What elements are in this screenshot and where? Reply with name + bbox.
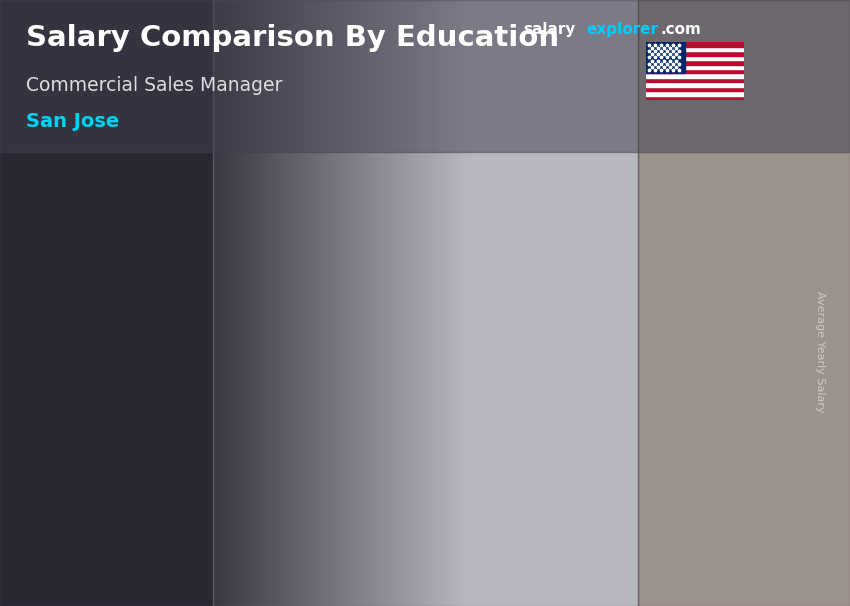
Bar <box>646 96 744 100</box>
Text: +21%: +21% <box>573 148 644 168</box>
Bar <box>0 0 212 606</box>
Bar <box>646 52 744 56</box>
Bar <box>0 0 850 152</box>
Bar <box>646 87 744 91</box>
Bar <box>638 0 850 606</box>
Text: Commercial Sales Manager: Commercial Sales Manager <box>26 76 282 95</box>
Bar <box>280 325 361 332</box>
Text: 142,000 USD: 142,000 USD <box>226 428 322 444</box>
Text: Salary Comparison By Education: Salary Comparison By Education <box>26 24 558 52</box>
Bar <box>632 197 706 521</box>
Bar <box>531 255 539 521</box>
Bar <box>646 82 744 87</box>
Bar <box>646 69 744 73</box>
Bar <box>646 42 744 47</box>
Bar <box>455 247 536 255</box>
Text: 243,000 USD: 243,000 USD <box>612 281 708 295</box>
Bar <box>110 355 184 521</box>
Bar <box>107 347 187 355</box>
Bar <box>646 73 744 78</box>
Text: +41%: +41% <box>401 204 473 224</box>
Bar <box>646 42 685 73</box>
Bar <box>358 332 365 521</box>
Bar <box>646 47 744 52</box>
Bar <box>629 190 709 197</box>
Bar <box>212 0 638 606</box>
Text: 200,000 USD: 200,000 USD <box>400 367 496 382</box>
Bar <box>646 56 744 60</box>
Text: explorer: explorer <box>586 22 659 38</box>
Bar <box>646 78 744 82</box>
Bar <box>458 255 531 521</box>
Text: 125,000 USD: 125,000 USD <box>52 414 149 428</box>
Bar <box>646 65 744 69</box>
Bar <box>706 197 713 521</box>
Bar <box>285 332 358 521</box>
Text: San Jose: San Jose <box>26 112 119 131</box>
Text: Average Yearly Salary: Average Yearly Salary <box>815 291 825 412</box>
Text: .com: .com <box>660 22 701 38</box>
Text: salary: salary <box>523 22 575 38</box>
Bar <box>646 91 744 96</box>
Bar <box>646 60 744 65</box>
Text: +14%: +14% <box>211 275 282 295</box>
Bar <box>184 355 191 521</box>
